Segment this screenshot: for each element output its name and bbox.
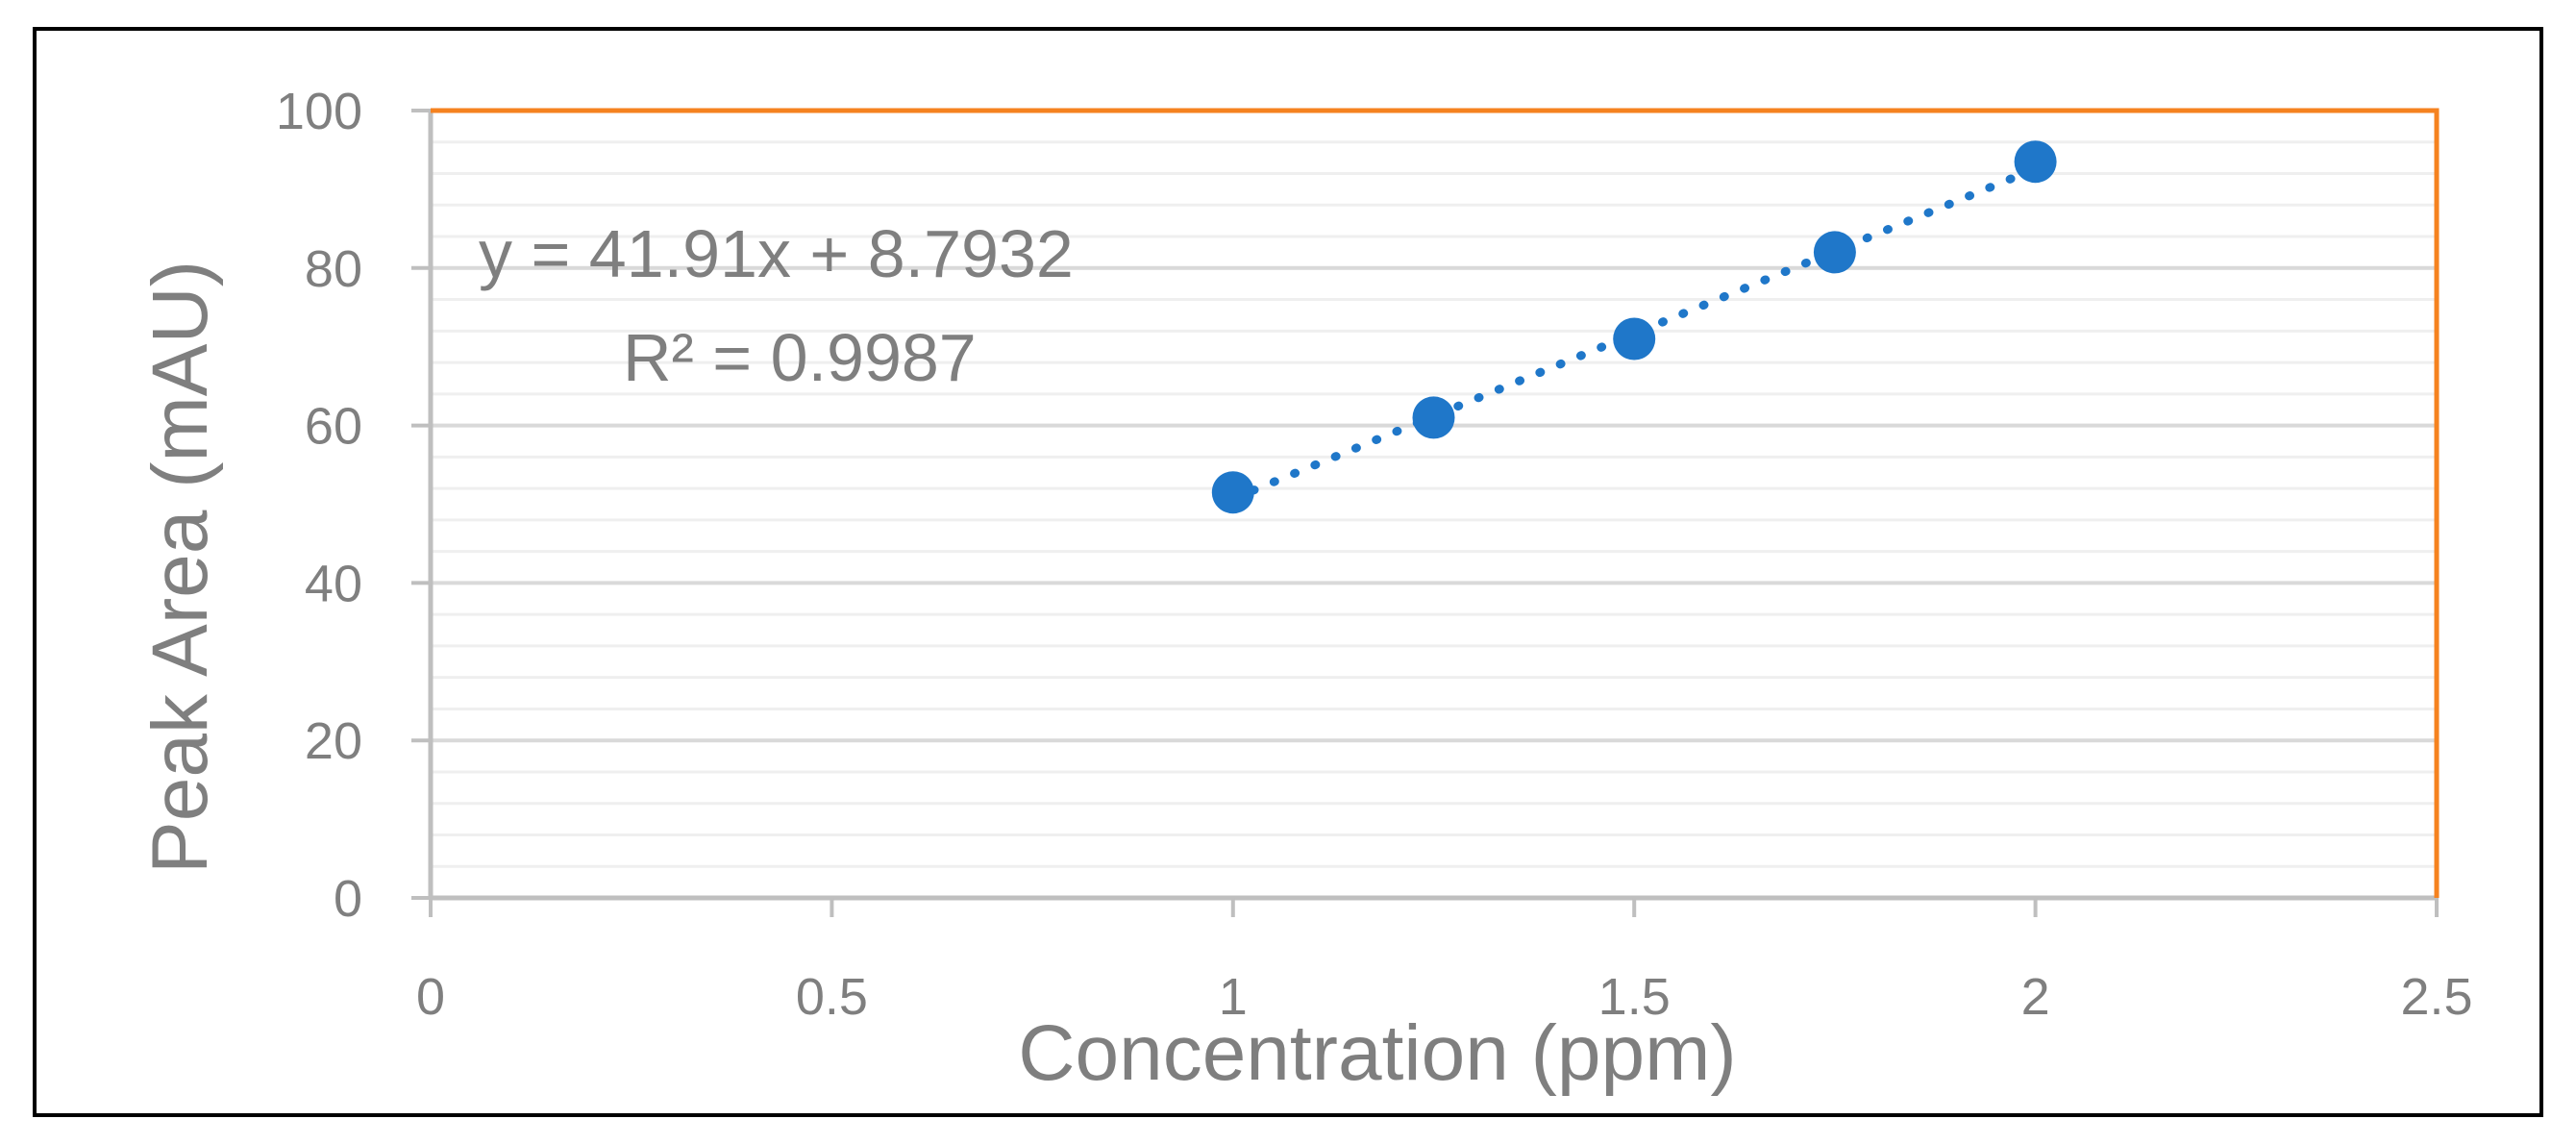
data-point — [1813, 231, 1856, 274]
y-tick-label: 60 — [305, 398, 362, 456]
data-point — [1412, 396, 1455, 439]
minor-gridlines — [431, 140, 2437, 868]
x-tick-label: 1.5 — [1598, 968, 1671, 1026]
axes — [411, 109, 2439, 917]
x-tick-label: 0 — [416, 968, 445, 1026]
plot-border-line — [431, 108, 2440, 898]
y-tick-label: 0 — [334, 870, 362, 928]
y-axis-title: Peak Area (mAU) — [136, 261, 224, 874]
x-tick-label: 0.5 — [796, 968, 868, 1026]
y-tick-label: 80 — [305, 240, 362, 298]
plot-border — [431, 108, 2440, 898]
data-point — [1211, 471, 1254, 514]
x-axis-title: Concentration (ppm) — [1018, 1009, 1736, 1097]
y-tick-labels: 0 20 40 60 80 100 — [276, 83, 362, 928]
data-point — [2014, 140, 2057, 184]
y-tick-label: 100 — [276, 83, 362, 140]
x-tick-label: 2.5 — [2400, 968, 2472, 1026]
trendline-equation: y = 41.91x + 8.7932 — [479, 216, 1074, 291]
data-points — [1211, 140, 2057, 514]
x-tick-label: 1 — [1219, 968, 1248, 1026]
y-tick-label: 40 — [305, 555, 362, 612]
x-tick-labels: 0 0.5 1 1.5 2 2.5 — [416, 968, 2473, 1026]
chart-frame — [33, 27, 2543, 1117]
y-tick-label: 20 — [305, 712, 362, 770]
r-squared-label: R² = 0.9987 — [623, 320, 977, 395]
x-tick-label: 2 — [2021, 968, 2050, 1026]
data-point — [1613, 317, 1656, 361]
